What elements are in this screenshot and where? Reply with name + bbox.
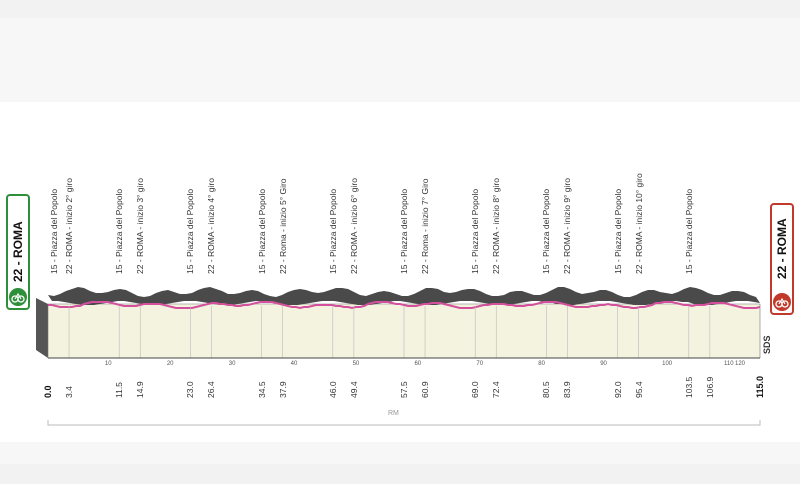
- rm-bracket: [47, 420, 761, 426]
- km-label: 103.5: [683, 376, 694, 398]
- waypoint-label: 22 - ROMA - inizio 2° giro: [64, 178, 75, 274]
- waypoint-label: 22 - ROMA - inizio 3° giro: [135, 178, 146, 274]
- axis-tick-label: 10: [104, 361, 112, 367]
- km-label: 26.4: [206, 381, 217, 398]
- finish-city-label: 22 - ROMA: [775, 218, 789, 279]
- waypoint-label: 15 - Piazza del Popolo: [399, 188, 409, 274]
- km-label: 57.5: [399, 381, 409, 398]
- km-label: 60.9: [420, 381, 431, 398]
- waypoint-label: 15 - Piazza del Popolo: [327, 188, 338, 274]
- axis-tick-label: 20: [166, 361, 174, 367]
- axis-tick-label: 50: [352, 361, 360, 367]
- waypoint-label: 15 - Piazza del Popolo: [612, 188, 623, 274]
- sds-label: SDS: [762, 335, 772, 354]
- km-label: 46.0: [327, 381, 338, 398]
- km-label: 106.9: [704, 376, 715, 398]
- top-band: [0, 18, 800, 102]
- waypoint-label: 22 - ROMA - inizio 10° giro: [633, 173, 644, 274]
- km-label: 37.9: [277, 381, 288, 398]
- km-label: 95.4: [633, 381, 644, 398]
- axis-tick-label: 80: [538, 361, 545, 367]
- waypoint-label: 15 - Piazza del Popolo: [114, 188, 125, 274]
- waypoint-label: 15 - Piazza del Popolo: [185, 188, 196, 274]
- bottom-band: [0, 442, 800, 464]
- axis-tick-label: 60: [414, 361, 422, 367]
- km-label: 0.0: [43, 385, 53, 398]
- waypoint-label: 22 - Roma - inizio 5° Giro: [277, 178, 288, 274]
- waypoint-label: 15 - Piazza del Popolo: [541, 188, 552, 274]
- finish-badge: 22 - ROMA: [770, 203, 794, 315]
- waypoint-label: 22 - Roma - inizio 7° Giro: [420, 178, 431, 274]
- axis-tick-label: 70: [476, 361, 484, 367]
- km-label: 80.5: [541, 381, 552, 398]
- profile-canvas: [0, 102, 800, 442]
- axis-tick-label: 100: [662, 361, 673, 367]
- start-badge: 22 - ROMA: [6, 194, 30, 310]
- km-label: 3.4: [64, 386, 75, 398]
- axis-tick-label: 90: [600, 361, 607, 367]
- waypoint-label: 22 - ROMA - inizio 4° giro: [206, 178, 217, 274]
- km-label: 49.4: [348, 381, 359, 398]
- km-label: 11.5: [114, 382, 125, 398]
- km-label: 69.0: [470, 381, 481, 398]
- waypoint-label: 15 - Piazza del Popolo: [470, 188, 481, 274]
- km-label: 92.0: [612, 381, 623, 398]
- km-label: 83.9: [562, 381, 573, 398]
- km-label: 14.9: [135, 381, 146, 398]
- start-city-label: 22 - ROMA: [11, 221, 25, 282]
- km-label: 34.5: [256, 381, 267, 398]
- axis-tick-label: 110: [724, 361, 734, 367]
- km-label: 115.0: [755, 375, 765, 398]
- axis-tick-label: 40: [290, 361, 298, 367]
- km-label: 23.0: [185, 381, 196, 398]
- bicycle-start-icon: [9, 288, 27, 306]
- waypoint-label: 15 - Piazza del Popolo: [683, 188, 694, 274]
- waypoint-label: 22 - ROMA - inizio 8° giro: [491, 178, 502, 274]
- waypoint-label: 15 - Piazza del Popolo: [256, 188, 267, 274]
- waypoint-label: 22 - ROMA - inizio 9° giro: [562, 178, 573, 274]
- profile-side-block: [36, 298, 48, 358]
- waypoint-label: 22 - ROMA - inizio 6° giro: [348, 178, 359, 274]
- profile-pink-line: [48, 301, 761, 310]
- profile-ridge: [48, 287, 760, 305]
- waypoint-label: 15 - Piazza del Popolo: [49, 188, 59, 274]
- km-label: 72.4: [491, 381, 502, 398]
- bicycle-finish-icon: [773, 293, 791, 311]
- axis-tick-label: 30: [228, 361, 236, 367]
- rm-label: RM: [388, 410, 399, 417]
- axis-tick-label: 120: [735, 361, 746, 367]
- profile-vertical-lines: [68, 306, 711, 358]
